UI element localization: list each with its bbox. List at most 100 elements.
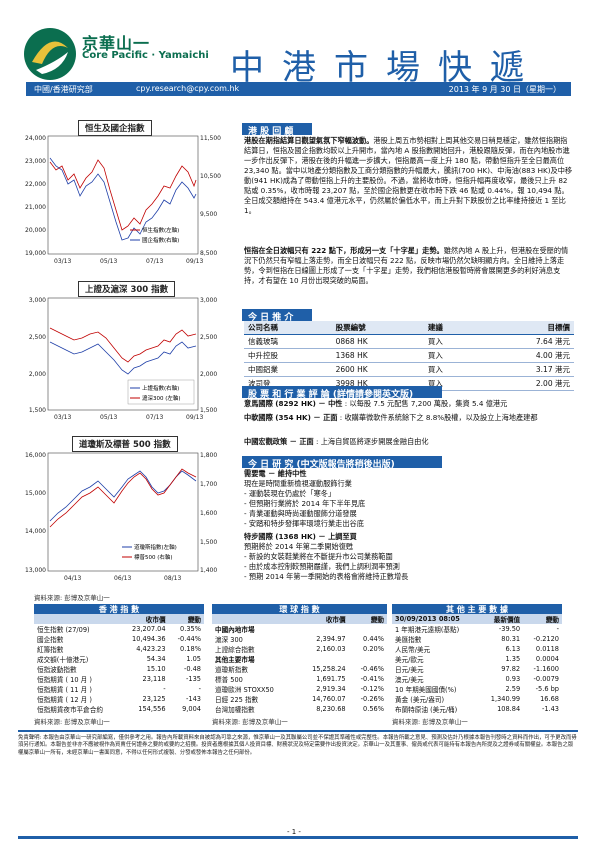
table-row: 中升控股 1368 HK 買入 4.00 港元 [244, 348, 574, 363]
world-index-heading: 環 球 指 數 [212, 604, 387, 614]
logo-chinese-name: 京華山一 [82, 34, 151, 53]
chart3-xtick: 04/13 [64, 575, 81, 582]
chart1-ytick-right: 8,500 [200, 250, 217, 257]
chart3-ytick-left: 16,000 [25, 452, 46, 459]
comment-heading: 股 票 和 行 業 評 論 (詳情請參閱英文版) [242, 386, 442, 400]
recommend-col-target: 目標價 [476, 321, 574, 335]
footer-band [18, 836, 578, 839]
chart1-hsi-series [49, 159, 197, 231]
chart1-ytick-left: 22,000 [25, 181, 46, 188]
table-row: 信義玻璃 0868 HK 買入 7.64 港元 [244, 334, 574, 349]
table-row: 道瓊歐洲 STOXX50 2,919.34 -0.12% [215, 685, 384, 694]
chart2-ytick-left: 1,500 [29, 407, 46, 414]
chart2-ytick-right: 2,500 [200, 334, 217, 341]
table-row: 日經 225 指數 14,760.07 -0.26% [215, 695, 384, 704]
table-row: 國企指數 10,494.36 -0.44% [37, 635, 201, 644]
comment-line-1: 意馬國際 (8292 HK) － 中性 : 以每股 7.5 元配售 7,200 … [244, 399, 508, 408]
table-source-note-2: 資料來源: 彭博及京華山一 [212, 718, 288, 726]
table-row: 紅籌指數 4,423.23 0.18% [37, 645, 201, 654]
table-row: 恒生指數 (27/09) 23,207.04 0.35% [37, 625, 201, 634]
table-row: 澳元/美元 0.93 -0.0079 [395, 675, 559, 684]
shcomp-csi300-chart: 3,000 2,500 2,000 1,500 3,000 2,500 2,00… [29, 297, 218, 421]
chart1-ytick-left: 21,000 [25, 204, 46, 211]
research-block2-title: 特步國際 (1368 HK) － 上調至買 [244, 532, 357, 541]
research-block-1: 需要電 － 維持中性 現在是時間重新檢視運動服飾行業 - 運動裝現在仍處於「寒冬… [244, 469, 574, 529]
table-row: 布蘭特原油 (美元/桶) 108.84 -1.43 [395, 705, 559, 714]
table-row: 1 年期港元遠期(基點) -39.50- [395, 625, 559, 634]
table-row: 美元/歐元 1.35 0.0004 [395, 655, 559, 664]
chart3-xtick: 06/13 [114, 575, 131, 582]
chart1-hscei-series [49, 157, 197, 241]
comment-line-3: 中國宏觀政策 － 正面 : 上海自貿區將逐步開展金融自由化 [244, 437, 429, 446]
chart3-ytick-right: 1,400 [200, 567, 217, 574]
research-block-2: 特步國際 (1368 HK) － 上調至買 預期將於 2014 年第二季開始復甦… [244, 532, 574, 582]
chart2-ytick-left: 3,000 [29, 297, 46, 304]
contact-email-link[interactable]: cpy.research@cpy.com.hk [136, 84, 240, 93]
research-block2-sub: 預期將於 2014 年第二季開始復甦 [244, 542, 354, 551]
other-data-table: 30/09/2013 08:05 最新價值 變動 1 年期港元遠期(基點) -39.5… [392, 614, 562, 714]
chart1-ytick-right: 9,500 [200, 211, 217, 218]
table-row: 黃金 (美元/盎司) 1,340.99 16.68 [395, 695, 559, 704]
chart2-legend-shcomp: 上證指數(右軸) [142, 384, 179, 392]
comment-line-2: 中軟國際 (354 HK) － 正面 : 收購華微軟件系統餘下之 8.8%股權，… [244, 413, 538, 422]
recommend-col-name: 公司名稱 [244, 321, 332, 335]
chart1-ytick-left: 23,000 [25, 158, 46, 165]
table-row: 上證綜合指數 2,160.03 0.20% [215, 645, 384, 654]
chart1-ytick-right: 11,500 [200, 135, 221, 142]
chart2-xtick: 03/13 [54, 414, 71, 421]
chart2-ytick-right: 3,000 [200, 297, 217, 304]
chart3-legend: 道瓊斯指數(左軸) 標普500 (右軸) [122, 543, 177, 561]
chart2-ytick-right: 1,500 [200, 407, 217, 414]
disclaimer-text: 免責聲明: 本報告由京華山一研究部編寫，僅供參考之用。報告內所載資料來自被認為可… [18, 730, 578, 757]
hk-index-heading: 香 港 指 數 [34, 604, 204, 614]
dow-sp500-chart: 16,000 15,000 14,000 13,000 1,800 1,700 … [25, 452, 217, 582]
page-number: - 1 - [287, 828, 301, 836]
report-date: 2013 年 9 月 30 日（星期一） [448, 85, 561, 94]
chart2-legend: 上證指數(右軸) 滬深300 (左軸) [127, 379, 195, 405]
hk-index-table: 收市價 變動 恒生指數 (27/09) 23,207.04 0.35% 國企指數 10,… [34, 614, 204, 714]
review-p1-lead: 港股在期指結算日觀望氣氛下窄幅波動。 [244, 136, 374, 145]
table-row: 恒指期貨 ( 11 月 ) - - [37, 685, 201, 694]
chart1-ytick-left: 19,000 [25, 250, 46, 257]
table-row: 10 年期美國國債(%) 2.59 -5.6 bp [395, 685, 559, 694]
company-logo-icon [24, 28, 76, 80]
recommend-col-rating: 建議 [423, 321, 477, 335]
chart3-title: 道瓊斯及標普 500 指數 [72, 436, 178, 452]
chart3-ytick-left: 13,000 [25, 567, 46, 574]
chart1-legend-hscei: 國企指數(右軸) [142, 236, 179, 244]
table-row: 中國內地市場 [215, 626, 255, 634]
world-index-table: 收市價 變動 中國內地市場 滬深 300 2,394.97 0.44% 上證綜合指數 2… [212, 614, 387, 714]
chart1-xtick: 07/13 [146, 258, 163, 265]
chart3-ytick-right: 1,700 [200, 481, 217, 488]
chart3-sp500-series [49, 468, 197, 528]
chart2-xtick: 09/13 [186, 414, 203, 421]
chart2-csi300-series [49, 327, 197, 363]
table-row: 恒指期貨夜市平倉合約 154,556 9,004 [37, 705, 201, 714]
table-row: 台灣加權指數 8,230.68 0.56% [215, 705, 384, 714]
list-item: - 但預期行業將於 2014 年下半年見底 [244, 499, 366, 508]
chart1-title: 恒生及國企指數 [78, 120, 152, 136]
table-row: 恒指期貨 ( 10 月 ) 23,118 -135 [37, 675, 201, 684]
other-data-heading: 其 他 主 要 數 據 [392, 604, 562, 614]
header-info-band: 中國/香港研究部 cpy.research@cpy.com.hk 2013 年 … [26, 82, 571, 96]
review-paragraph-2: 恒指在全日波幅只有 222 點下，形成另一支「十字星」走勢。雖然內地 A 股上升… [244, 246, 574, 286]
chart1-legend: 恒生指數(左軸) 國企指數(右軸) [130, 226, 179, 244]
chart3-xtick: 08/13 [164, 575, 181, 582]
chart3-ytick-left: 14,000 [25, 528, 46, 535]
chart1-xtick: 09/13 [186, 258, 203, 265]
department-label: 中國/香港研究部 [34, 85, 93, 94]
recommend-table: 公司名稱 股票編號 建議 目標價 信義玻璃 0868 HK 買入 7.64 港元 中升… [244, 321, 574, 391]
chart-source-note: 資料來源: 彭博及京華山一 [34, 594, 110, 602]
chart1-ytick-left: 20,000 [25, 227, 46, 234]
review-p2-lead: 恒指在全日波幅只有 222 點下，形成另一支「十字星」走勢。 [244, 246, 444, 255]
chart1-ytick-left: 24,000 [25, 135, 46, 142]
chart1-ytick-right: 10,500 [200, 173, 221, 180]
list-item: - 預期 2014 年第一季開始的表格會將維持正數增長 [244, 572, 409, 581]
chart2-xtick: 05/13 [100, 414, 117, 421]
chart2-ytick-left: 2,000 [29, 371, 46, 378]
table-row: 美匯指數 80.31 -0.2120 [395, 635, 559, 644]
chart3-ytick-right: 1,600 [200, 510, 217, 517]
chart2-shcomp-series [49, 341, 197, 375]
chart1-legend-hsi: 恒生指數(左軸) [142, 226, 179, 234]
list-item: - 青業運動與時尚運動服飾分道發展 [244, 509, 357, 518]
